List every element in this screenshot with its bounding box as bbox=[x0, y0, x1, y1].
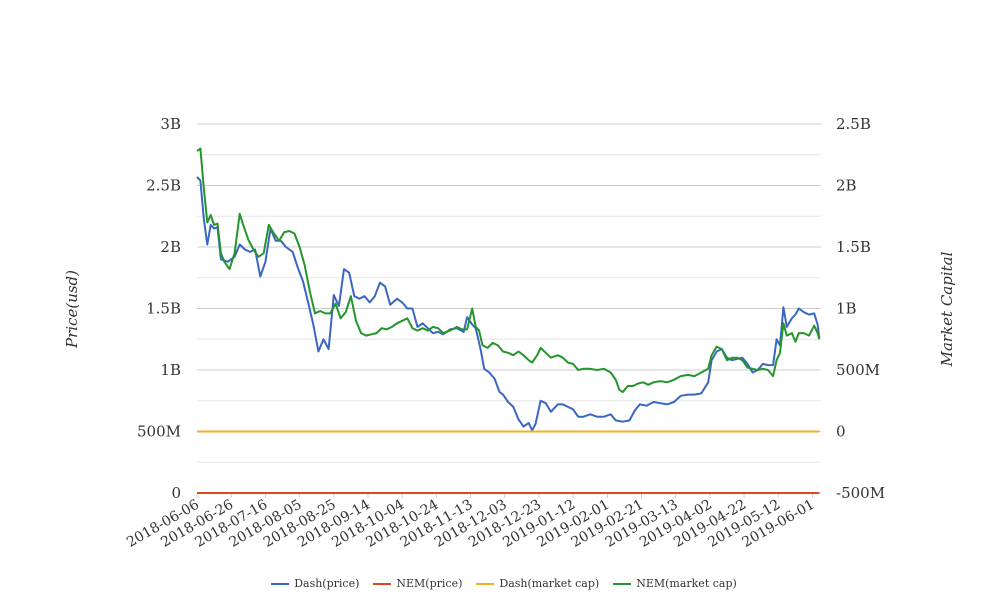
legend-swatch bbox=[373, 582, 392, 585]
legend: Dash(price) NEM(price) Dash(market cap) NEM… bbox=[0, 577, 1008, 590]
legend-swatch bbox=[271, 582, 290, 585]
legend-label: NEM(price) bbox=[396, 577, 463, 590]
legend-item-dash-market-cap[interactable]: Dash(market cap) bbox=[476, 577, 599, 590]
right-y-axis: -500M 0 500M 1B 1.5B 2B 2.5B bbox=[836, 115, 885, 502]
legend-label: Dash(price) bbox=[294, 577, 360, 590]
left-tick-label: 1B bbox=[160, 361, 181, 379]
legend-item-nem-price[interactable]: NEM(price) bbox=[373, 577, 462, 590]
right-tick-label: 2.5B bbox=[836, 115, 871, 133]
left-tick-label: 2B bbox=[160, 238, 181, 256]
left-tick-label: 500M bbox=[137, 423, 181, 441]
right-tick-label: -500M bbox=[836, 484, 885, 502]
left-tick-label: 3B bbox=[160, 115, 181, 133]
left-axis-title: Price(usd) bbox=[63, 270, 81, 349]
legend-swatch bbox=[613, 582, 632, 585]
legend-label: Dash(market cap) bbox=[499, 577, 600, 590]
left-tick-label: 1.5B bbox=[146, 300, 181, 318]
left-y-axis: 0 500M 1B 1.5B 2B 2.5B 3B bbox=[137, 115, 181, 502]
legend-item-dash-price[interactable]: Dash(price) bbox=[271, 577, 359, 590]
series-lines bbox=[196, 147, 821, 494]
right-tick-label: 500M bbox=[836, 361, 880, 379]
right-tick-label: 0 bbox=[836, 423, 846, 441]
right-axis-title: Market Capital bbox=[938, 251, 956, 367]
series-line-nem-market-cap bbox=[196, 147, 821, 394]
gridlines bbox=[197, 123, 821, 494]
right-tick-label: 1B bbox=[836, 300, 857, 318]
left-tick-label: 2.5B bbox=[146, 177, 181, 195]
legend-label: NEM(market cap) bbox=[636, 577, 737, 590]
legend-item-nem-market-cap[interactable]: NEM(market cap) bbox=[613, 577, 737, 590]
right-tick-label: 1.5B bbox=[836, 238, 871, 256]
x-axis: 2018-06-062018-06-262018-07-162018-08-05… bbox=[124, 493, 817, 551]
right-tick-label: 2B bbox=[836, 177, 857, 195]
series-line-dash-price bbox=[196, 176, 821, 432]
legend-swatch bbox=[476, 582, 495, 585]
left-tick-label: 0 bbox=[171, 484, 181, 502]
